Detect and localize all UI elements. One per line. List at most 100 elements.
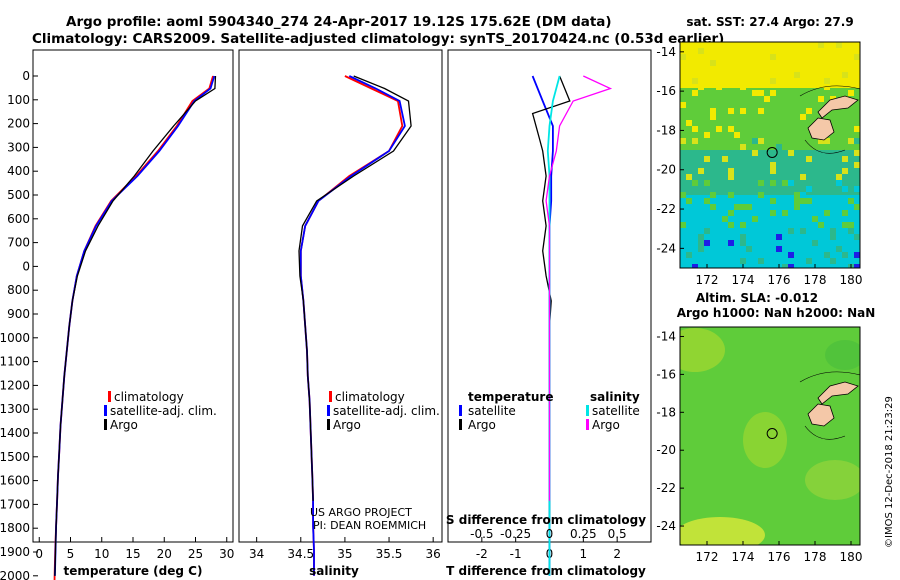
legend-label-satellite: satellite-adj. clim. bbox=[333, 404, 440, 418]
sst-pixel bbox=[854, 204, 860, 210]
difference-legend-salinity: salinity satellite Argo bbox=[586, 390, 640, 432]
sst-pixel bbox=[842, 210, 848, 216]
sst-pixel bbox=[686, 174, 692, 180]
sst-pixel bbox=[680, 222, 686, 228]
sst-pixel bbox=[824, 84, 830, 90]
sst-pixel bbox=[680, 138, 686, 144]
sst-pixel bbox=[710, 60, 716, 66]
sst-pixel bbox=[728, 192, 734, 198]
depth-tick-label: 900 bbox=[7, 307, 30, 321]
sst-pixel bbox=[698, 246, 704, 252]
temperature-legend: climatology satellite-adj. clim. Argo bbox=[104, 390, 217, 432]
legend-swatch-climatology bbox=[329, 391, 332, 402]
sst-pixel bbox=[830, 72, 836, 78]
sst-pixel bbox=[704, 228, 710, 234]
temperature-axes-frame bbox=[32, 49, 234, 543]
credit-project: US ARGO PROJECT bbox=[310, 506, 412, 519]
depth-tick-label: 100 bbox=[7, 93, 30, 107]
temperature-panel: 0100200300400500600700080090010001100120… bbox=[0, 49, 234, 580]
sst-pixel bbox=[728, 126, 734, 132]
sst-pixel bbox=[710, 192, 716, 198]
sst-pixel bbox=[746, 204, 752, 210]
sst-pixel bbox=[848, 60, 854, 66]
legend-swatch-satellite bbox=[104, 405, 107, 416]
legend-label-s-satellite: satellite bbox=[592, 404, 640, 418]
depth-tick-label: 1700 bbox=[0, 497, 30, 511]
depth-tick-label: 1600 bbox=[0, 474, 30, 488]
sst-pixel bbox=[770, 210, 776, 216]
legend-title-salinity: salinity bbox=[590, 390, 640, 404]
x-tick-label: 5 bbox=[67, 547, 75, 561]
sst-pixel bbox=[800, 210, 806, 216]
depth-tick-label: 500 bbox=[7, 188, 30, 202]
depth-tick-label: 0 bbox=[22, 259, 30, 273]
sst-pixel bbox=[764, 54, 770, 60]
sla-anomaly-2 bbox=[743, 412, 787, 468]
legend-label-climatology: climatology bbox=[114, 390, 184, 404]
map-x-tick-label: 178 bbox=[804, 273, 827, 287]
sst-pixel bbox=[764, 198, 770, 204]
sst-pixel bbox=[854, 138, 860, 144]
sst-pixel bbox=[722, 156, 728, 162]
x-tick-label: 34 bbox=[249, 547, 264, 561]
sst-pixel bbox=[848, 228, 854, 234]
sst-pixel bbox=[842, 72, 848, 78]
depth-tick-label: 1100 bbox=[0, 355, 30, 369]
map-y-tick-label: -20 bbox=[656, 443, 676, 457]
series-line-argo bbox=[298, 75, 412, 501]
sst-pixel bbox=[830, 228, 836, 234]
sst-pixel bbox=[680, 102, 686, 108]
figure-title-line2: Climatology: CARS2009. Satellite-adjuste… bbox=[32, 31, 724, 47]
sst-pixel bbox=[848, 222, 854, 228]
map-x-tick-label: 172 bbox=[696, 550, 719, 564]
sla-map-title: Altim. SLA: -0.012 bbox=[696, 291, 818, 305]
map-y-tick-label: -14 bbox=[656, 45, 676, 59]
sst-pixel bbox=[800, 228, 806, 234]
difference-s-ticklabels: -0.5 -0.25 0 0.25 0.5 bbox=[470, 527, 627, 541]
sst-pixel bbox=[806, 60, 812, 66]
sst-pixel bbox=[842, 204, 848, 210]
salinity-panel: 34 34.5 35 35.5 36 salinity climatology sate… bbox=[238, 49, 443, 578]
legend-label-climatology: climatology bbox=[335, 390, 405, 404]
map-y-tick-label: -24 bbox=[656, 241, 676, 255]
s-tick-label: 0.5 bbox=[608, 527, 627, 541]
island-vanua-levu bbox=[817, 95, 859, 119]
sst-pixel bbox=[740, 108, 746, 114]
sst-pixel bbox=[824, 210, 830, 216]
float-position-marker bbox=[766, 146, 778, 158]
sst-pixel bbox=[854, 162, 860, 168]
x-tick-label: 35 bbox=[337, 547, 352, 561]
sla-map-subtitle: Argo h1000: NaN h2000: NaN bbox=[677, 306, 876, 320]
temperature-lines bbox=[53, 75, 217, 580]
sst-pixel bbox=[842, 168, 848, 174]
sst-pixel bbox=[740, 156, 746, 162]
sst-pixel bbox=[740, 204, 746, 210]
sst-pixel bbox=[740, 84, 746, 90]
difference-panel: -2 -1 0 1 2 T difference from climatology S … bbox=[446, 49, 652, 578]
sst-pixel bbox=[836, 246, 842, 252]
sst-pixel bbox=[806, 108, 812, 114]
sst-pixel bbox=[698, 168, 704, 174]
sst-pixel bbox=[842, 222, 848, 228]
sst-map-ticks: 172 174 176 178 180 -14 -16 -18 -20 -22 -24 bbox=[656, 45, 862, 287]
island-viti-levu bbox=[807, 403, 835, 427]
sst-pixel bbox=[704, 108, 710, 114]
sst-pixel bbox=[836, 42, 842, 48]
sst-pixel bbox=[764, 156, 770, 162]
sst-pixel bbox=[794, 192, 800, 198]
sst-pixel bbox=[728, 210, 734, 216]
sst-map-title: sat. SST: 27.4 Argo: 27.9 bbox=[686, 15, 853, 29]
sst-pixel bbox=[704, 156, 710, 162]
sst-map-panel: sat. SST: 27.4 Argo: 27.9 172 174 176 178 18… bbox=[656, 15, 862, 287]
depth-tick-label: 1400 bbox=[0, 426, 30, 440]
sst-pixel bbox=[692, 126, 698, 132]
depth-tick-label: 700 bbox=[7, 236, 30, 250]
sst-pixel bbox=[794, 198, 800, 204]
map-y-tick-label: -16 bbox=[656, 367, 676, 381]
sst-pixel bbox=[848, 198, 854, 204]
sst-pixel bbox=[752, 90, 758, 96]
sst-pixel bbox=[740, 240, 746, 246]
sst-pixel bbox=[806, 258, 812, 264]
sst-pixel bbox=[818, 66, 824, 72]
